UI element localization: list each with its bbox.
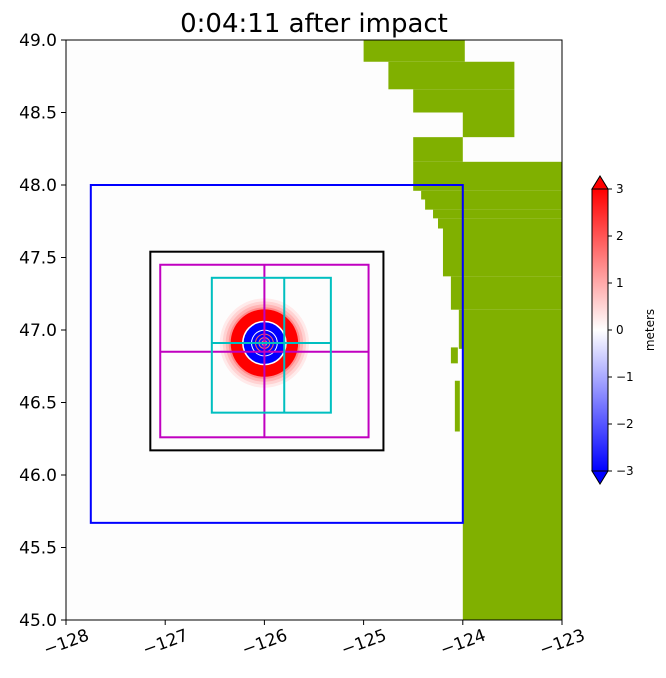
level-2-domain [149,250,385,452]
level-4-domain [210,276,332,414]
y-tick-label: 49.0 [19,31,57,51]
land-cell [413,89,515,113]
land-cell [442,228,562,277]
colorbar-tick-label: 0 [616,323,624,337]
land-cell [450,276,562,310]
x-tick-label: −124 [438,626,489,661]
colorbar-tick-label: 3 [616,182,624,196]
land-cell [462,112,515,138]
land-cell [450,347,458,364]
land-cell [388,61,515,90]
y-tick-label: 47.0 [19,321,57,341]
y-tick-label: 45.0 [19,611,57,631]
colorbar-tick-label: −1 [616,370,634,384]
land-cell [454,380,460,432]
land-cell [458,309,463,349]
colorbar-extend-top [591,175,609,190]
chart-title: 0:04:11 after impact [180,9,448,39]
colorbar-extend-bottom [591,470,609,485]
land-cell [413,161,562,191]
colorbar-tick-label: 2 [616,229,624,243]
x-tick-label: −127 [140,626,191,661]
y-axis: 45.0 45.5 46.0 46.5 47.0 47.5 48.0 48.5 49.0 [19,31,66,631]
colorbar-label: meters [643,309,657,351]
colorbar-tick-label: −3 [616,464,634,478]
colorbar-tick-label: −2 [616,417,634,431]
land-cell [363,40,465,62]
region-layer [89,184,464,524]
x-tick-label: −126 [239,626,290,661]
colorbar-ticks: 3 2 1 0 −1 −2 −3 [608,182,634,478]
colorbar-gradient [591,188,609,472]
colorbar-tick-label: 1 [616,276,624,290]
x-tick-label: −125 [339,626,390,661]
land-cell [433,209,562,219]
y-tick-label: 45.5 [19,539,57,559]
x-axis: −128 −127 −126 −125 −124 −123 [41,620,588,660]
x-tick-label: −123 [537,626,588,661]
colorbar: 3 2 1 0 −1 −2 −3 meters [591,175,657,485]
y-tick-label: 47.5 [19,249,57,269]
y-tick-label: 46.5 [19,394,57,414]
land-layer [363,40,562,620]
level-1-domain [89,184,464,524]
land-cell [438,218,562,229]
y-tick-label: 48.5 [19,104,57,124]
land-cell [421,190,562,200]
y-tick-label: 46.0 [19,466,57,486]
land-cell [425,199,562,210]
plot-area: −128 −127 −126 −125 −124 −123 45.045.546.046.… [19,31,588,660]
land-cell [462,309,562,620]
land-cell [413,137,463,162]
y-tick-label: 48.0 [19,176,57,196]
